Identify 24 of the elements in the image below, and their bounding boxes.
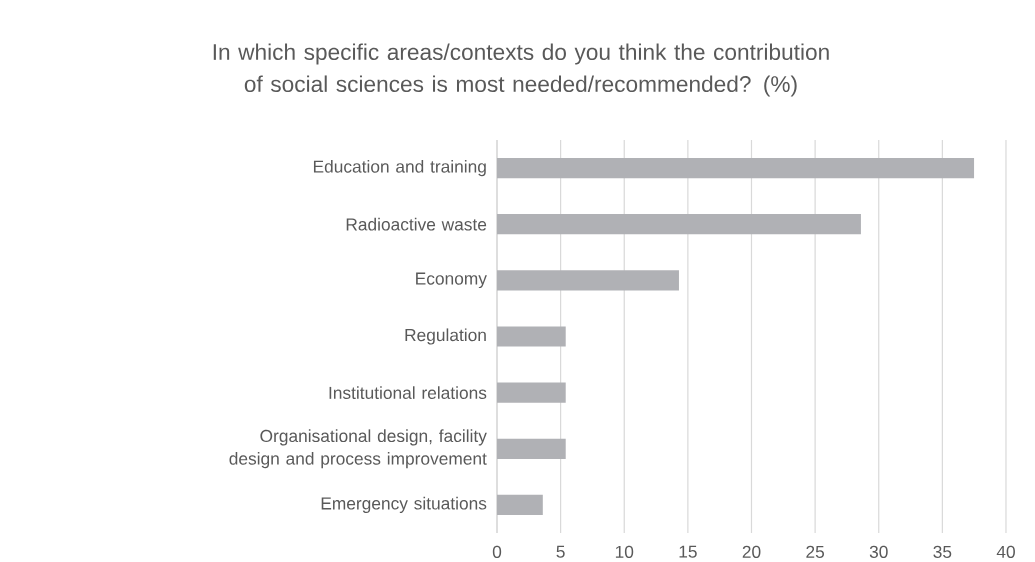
x-tick-label: 30 [869,545,888,558]
bar [497,157,975,178]
y-tick-label: Institutional relations [329,386,487,399]
x-tick-label: 10 [615,545,634,558]
bar [497,213,861,235]
x-tick-label: 15 [679,545,697,558]
x-tick-label: 25 [806,545,825,558]
y-tick-label: Radioactive waste [346,217,487,231]
y-tick-label: Economy [416,272,487,288]
bar [497,270,679,291]
x-tick-label: 40 [996,545,1015,558]
bar [497,438,566,459]
chart-title: In which specific areas/contexts do you think the contribution of social sciences is most needed/recommended? (%) [213,43,829,97]
x-tick-label: 20 [742,545,761,558]
x-tick-label: 35 [933,545,952,558]
y-tick-label: Education and training [313,159,486,176]
y-tick-label: Emergency situations [321,496,487,513]
x-tick-label: 0 [492,545,502,558]
y-tick-label: Regulation [405,328,486,345]
bar [497,382,566,403]
bar [497,494,543,515]
y-tick-label: Organisational design, facility design and process improvement [229,429,487,468]
bar [497,326,566,347]
x-tick-label: 5 [556,545,565,558]
